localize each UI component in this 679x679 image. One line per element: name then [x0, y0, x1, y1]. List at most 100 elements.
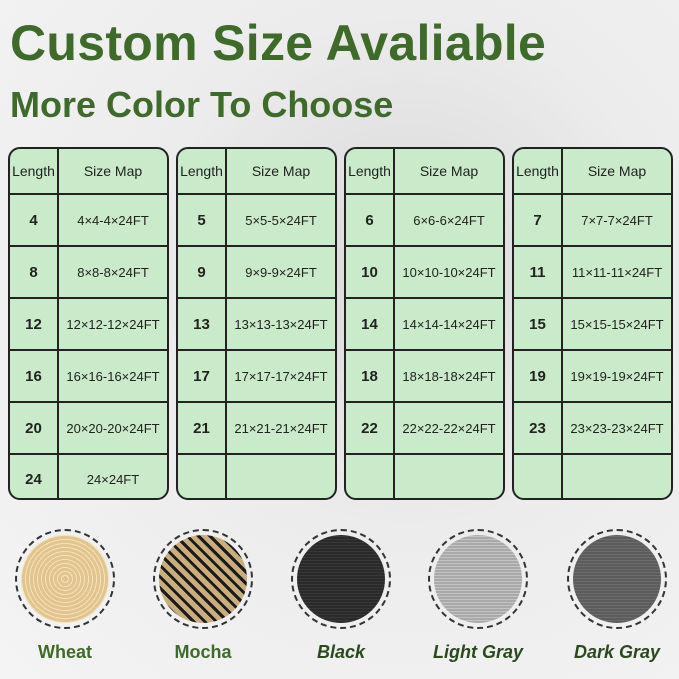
size-map-header: Size Map	[419, 163, 479, 179]
color-label: Dark Gray	[573, 642, 661, 662]
size-table: Length Size Map 4 4×4-4×24FT 8 8×8-8×24FT 12 12…	[8, 147, 169, 500]
length-cell: 13	[178, 299, 227, 349]
length-cell	[178, 455, 227, 498]
length-cell: 17	[178, 351, 227, 401]
length-cell: 9	[178, 247, 227, 297]
size-cell: 4×4-4×24FT	[77, 212, 149, 228]
length-header: Length	[346, 149, 395, 193]
size-cell	[227, 455, 335, 498]
length-cell: 4	[10, 195, 59, 245]
length-cell: 14	[346, 299, 395, 349]
size-cell	[563, 455, 671, 498]
size-cell: 5×5-5×24FT	[245, 212, 317, 228]
color-swatch-black[interactable]	[291, 529, 391, 629]
length-cell: 10	[346, 247, 395, 297]
table-row: 12 12×12-12×24FT	[10, 299, 167, 351]
length-cell: 19	[514, 351, 563, 401]
table-row: 16 16×16-16×24FT	[10, 351, 167, 403]
length-header: Length	[178, 149, 227, 193]
size-cell	[395, 455, 503, 498]
size-cell: 20×20-20×24FT	[66, 420, 160, 436]
length-header: Length	[10, 149, 59, 193]
table-header: Length Size Map	[346, 149, 503, 195]
length-cell: 15	[514, 299, 563, 349]
table-row: 8 8×8-8×24FT	[10, 247, 167, 299]
table-row: 15 15×15-15×24FT	[514, 299, 671, 351]
table-header: Length Size Map	[10, 149, 167, 195]
size-map-header: Size Map	[83, 163, 143, 179]
table-header: Length Size Map	[514, 149, 671, 195]
table-row: 20 20×20-20×24FT	[10, 403, 167, 455]
size-cell: 21×21-21×24FT	[234, 420, 328, 436]
color-label: Mocha	[174, 642, 232, 662]
length-cell: 20	[10, 403, 59, 453]
color-swatch-wheat[interactable]	[15, 529, 115, 629]
size-cell: 14×14-14×24FT	[402, 316, 496, 332]
length-header: Length	[514, 149, 563, 193]
color-swatch-mocha[interactable]	[153, 529, 253, 629]
length-cell: 5	[178, 195, 227, 245]
size-cell: 18×18-18×24FT	[402, 368, 496, 384]
length-cell: 16	[10, 351, 59, 401]
size-cell: 19×19-19×24FT	[570, 368, 664, 384]
table-row: 22 22×22-22×24FT	[346, 403, 503, 455]
length-cell: 22	[346, 403, 395, 453]
table-row: 19 19×19-19×24FT	[514, 351, 671, 403]
color-label: Black	[316, 642, 366, 662]
color-label: Light Gray	[432, 642, 523, 662]
size-cell: 16×16-16×24FT	[66, 368, 160, 384]
length-cell: 18	[346, 351, 395, 401]
table-row: 6 6×6-6×24FT	[346, 195, 503, 247]
length-cell: 24	[10, 455, 59, 498]
subheadline: More Color To Choose	[10, 84, 394, 125]
size-cell: 8×8-8×24FT	[77, 264, 149, 280]
size-cell: 10×10-10×24FT	[402, 264, 496, 280]
table-row: 18 18×18-18×24FT	[346, 351, 503, 403]
size-cell: 22×22-22×24FT	[402, 420, 496, 436]
table-row: 9 9×9-9×24FT	[178, 247, 335, 299]
table-row: 7 7×7-7×24FT	[514, 195, 671, 247]
length-cell: 12	[10, 299, 59, 349]
length-cell: 11	[514, 247, 563, 297]
color-label: Wheat	[38, 642, 92, 662]
size-cell: 11×11-11×24FT	[571, 264, 663, 280]
size-cell: 9×9-9×24FT	[245, 264, 317, 280]
table-header: Length Size Map	[178, 149, 335, 195]
size-cell: 13×13-13×24FT	[234, 316, 328, 332]
size-cell: 17×17-17×24FT	[234, 368, 328, 384]
table-row	[514, 455, 671, 498]
length-cell: 21	[178, 403, 227, 453]
table-row: 13 13×13-13×24FT	[178, 299, 335, 351]
table-row: 4 4×4-4×24FT	[10, 195, 167, 247]
size-cell: 23×23-23×24FT	[570, 420, 664, 436]
table-row: 10 10×10-10×24FT	[346, 247, 503, 299]
size-map-header: Size Map	[587, 163, 647, 179]
table-row: 11 11×11-11×24FT	[514, 247, 671, 299]
table-row: 21 21×21-21×24FT	[178, 403, 335, 455]
color-swatch-light-gray[interactable]	[428, 529, 528, 629]
table-row: 5 5×5-5×24FT	[178, 195, 335, 247]
length-cell: 7	[514, 195, 563, 245]
table-row: 24 24×24FT	[10, 455, 167, 498]
length-cell: 23	[514, 403, 563, 453]
table-row: 17 17×17-17×24FT	[178, 351, 335, 403]
size-table: Length Size Map 6 6×6-6×24FT 10 10×10-10×24FT…	[344, 147, 505, 500]
size-cell: 6×6-6×24FT	[413, 212, 485, 228]
length-cell: 8	[10, 247, 59, 297]
size-table: Length Size Map 7 7×7-7×24FT 11 11×11-11×24FT…	[512, 147, 673, 500]
size-cell: 15×15-15×24FT	[570, 316, 664, 332]
table-row	[346, 455, 503, 498]
size-map-header: Size Map	[251, 163, 311, 179]
size-cell: 24×24FT	[86, 472, 140, 487]
length-cell	[514, 455, 563, 498]
table-row: 14 14×14-14×24FT	[346, 299, 503, 351]
length-cell: 6	[346, 195, 395, 245]
size-cell: 7×7-7×24FT	[581, 212, 653, 228]
table-row: 23 23×23-23×24FT	[514, 403, 671, 455]
headline: Custom Size Avaliable	[10, 15, 547, 71]
length-cell	[346, 455, 395, 498]
size-cell: 12×12-12×24FT	[66, 316, 160, 332]
size-table: Length Size Map 5 5×5-5×24FT 9 9×9-9×24FT 13 13…	[176, 147, 337, 500]
color-swatch-dark-gray[interactable]	[567, 529, 667, 629]
table-row	[178, 455, 335, 498]
